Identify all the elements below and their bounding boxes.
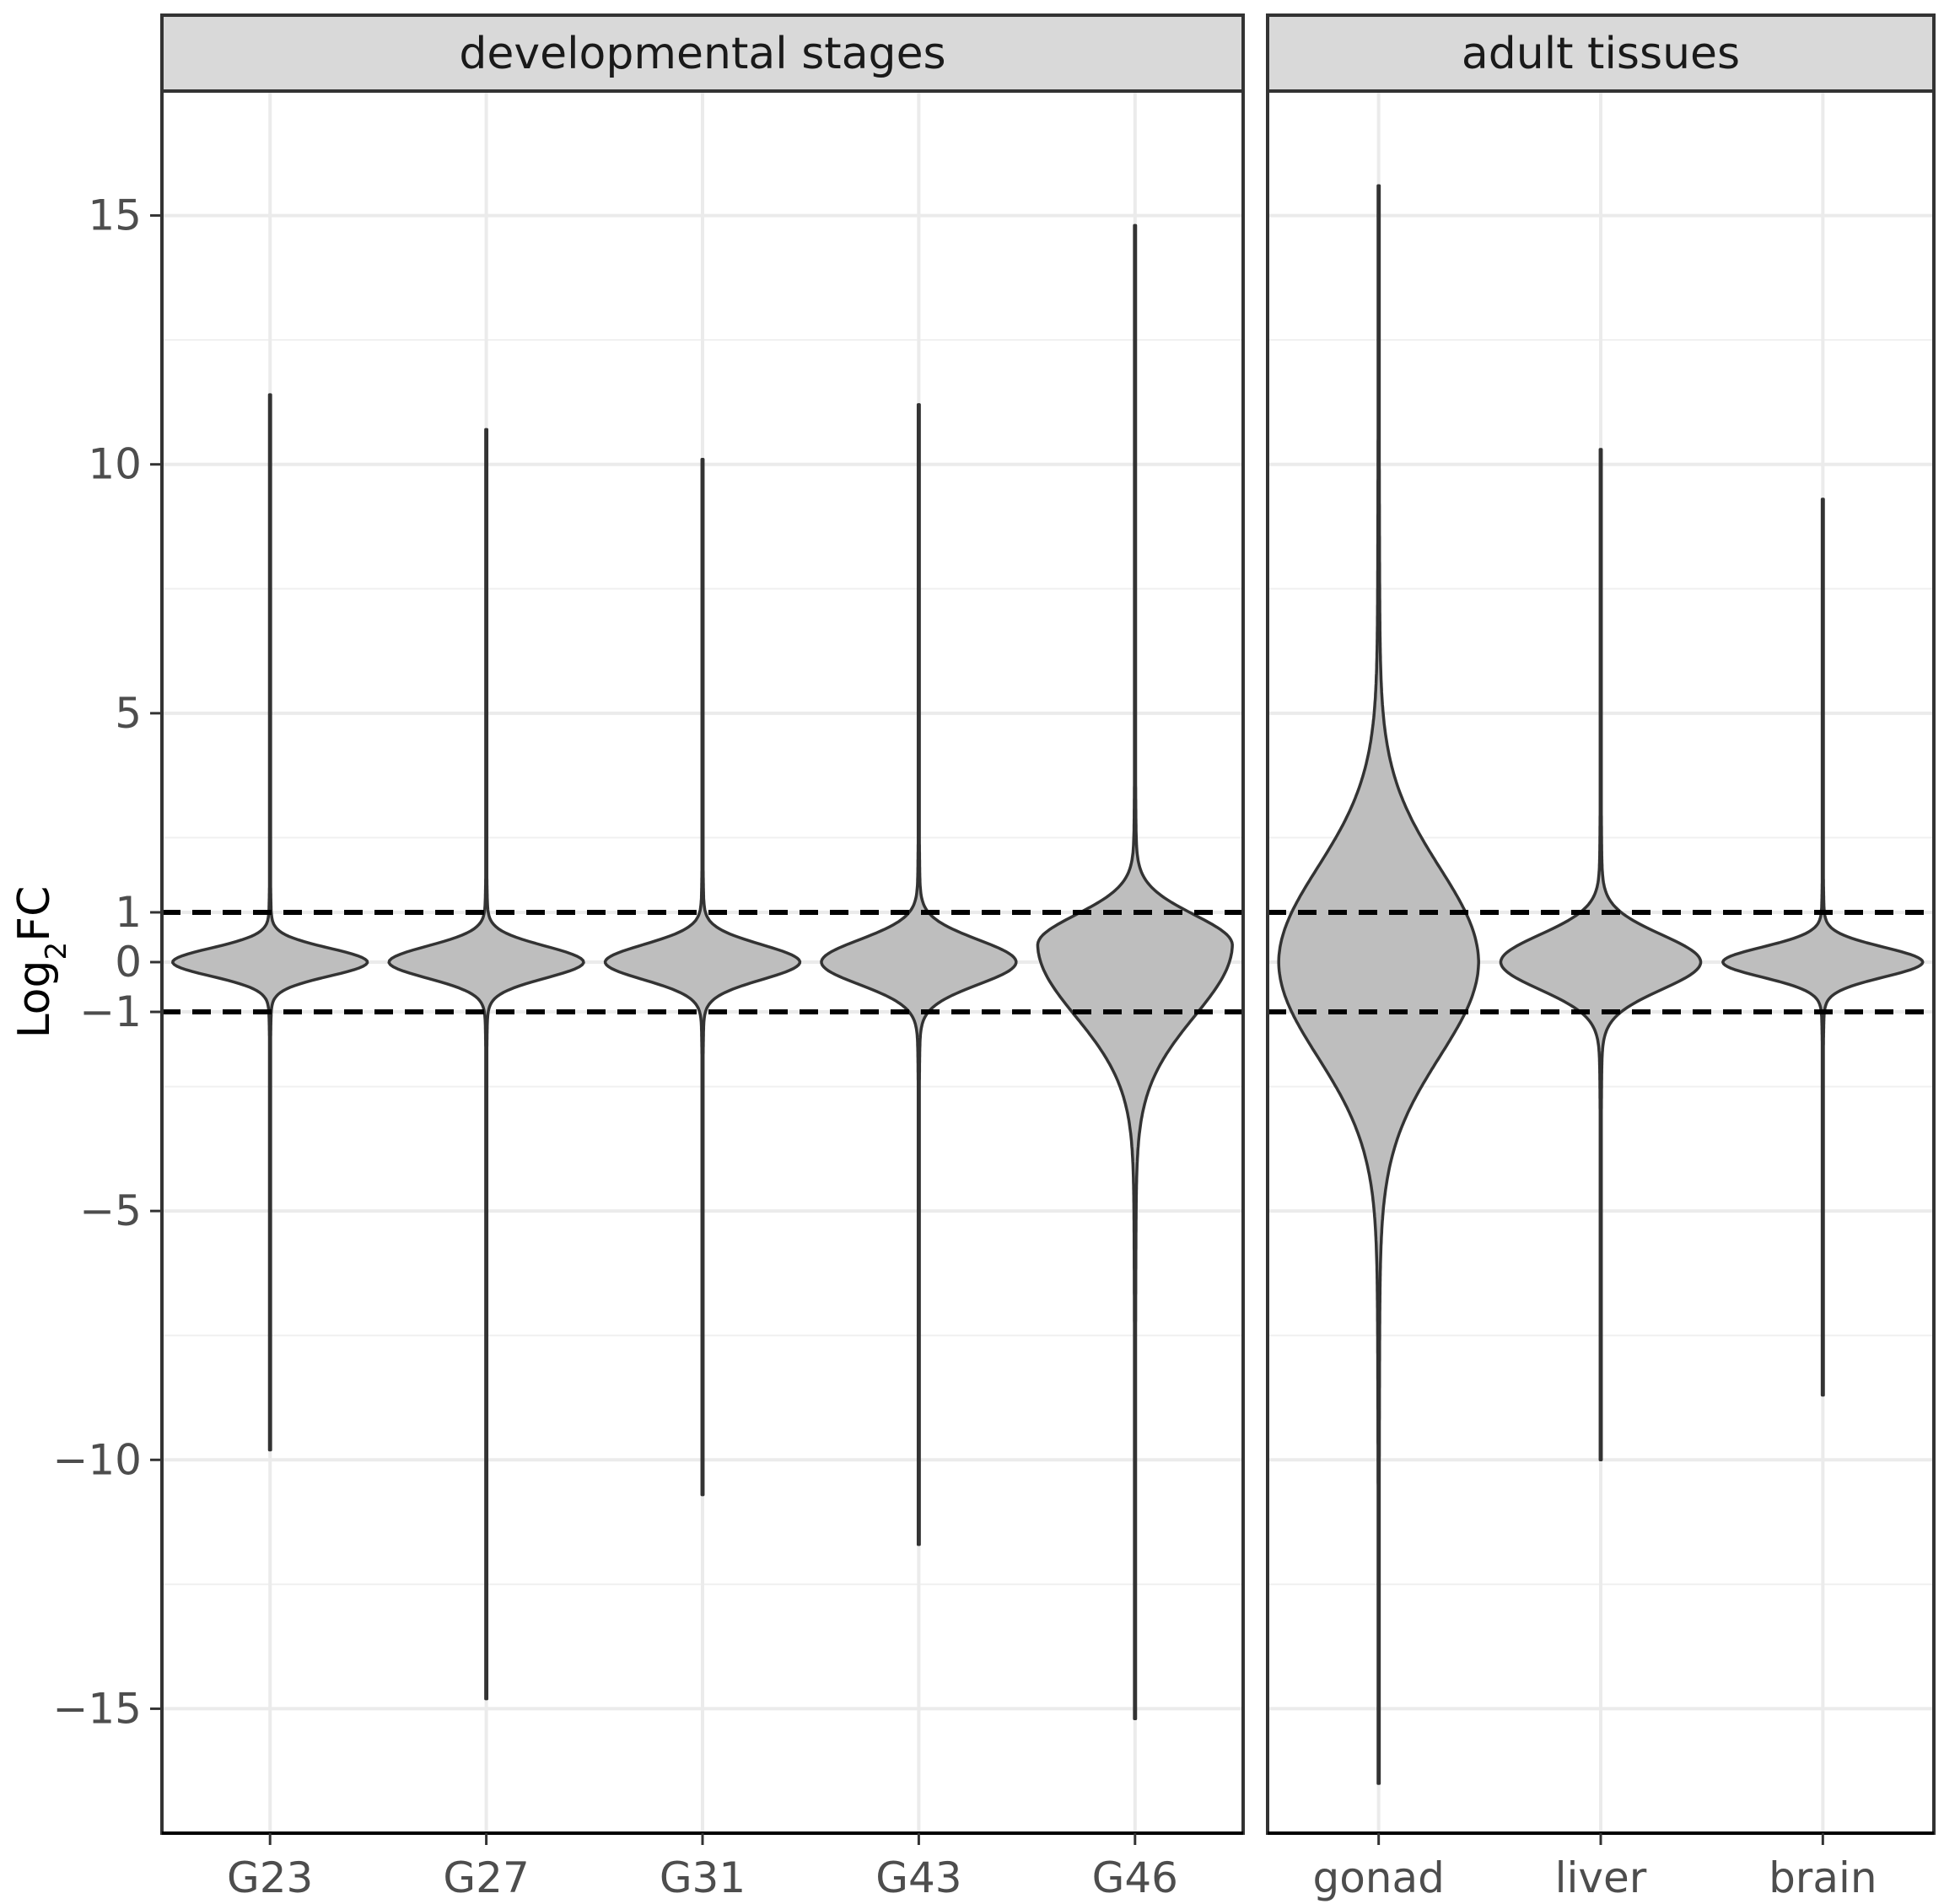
violin-brain bbox=[1721, 498, 1925, 1397]
facet-title: developmental stages bbox=[459, 29, 945, 79]
panel-developmental-stages: developmental stages G23 G27 G31 G43 G46 bbox=[160, 13, 1245, 1902]
x-tick-label: G27 bbox=[443, 1853, 529, 1902]
violin-G43 bbox=[820, 403, 1018, 1546]
violin-G46 bbox=[1036, 223, 1234, 1720]
facet-title: adult tissues bbox=[1462, 29, 1740, 79]
violin-G23 bbox=[171, 393, 369, 1452]
y-tick-label: −10 bbox=[52, 1435, 142, 1484]
x-tick-label: brain bbox=[1769, 1853, 1877, 1902]
x-tick-label: G31 bbox=[660, 1853, 746, 1902]
y-axis-title: Log2FC bbox=[9, 886, 73, 1039]
violin-G27 bbox=[387, 428, 585, 1701]
y-tick-label: 10 bbox=[88, 440, 142, 489]
y-tick-label: 5 bbox=[115, 689, 142, 738]
y-axis-label: Log2FC bbox=[9, 886, 73, 1039]
y-tick-label: −1 bbox=[79, 987, 142, 1036]
violin-gonad bbox=[1277, 184, 1480, 1785]
x-tick-label: G23 bbox=[227, 1853, 313, 1902]
x-tick-label: G43 bbox=[875, 1853, 961, 1902]
facet-strip bbox=[160, 13, 1245, 93]
violin-G31 bbox=[603, 458, 802, 1497]
x-tick-label: gonad bbox=[1312, 1853, 1444, 1902]
y-tick-label: 0 bbox=[115, 938, 142, 987]
x-tick-label: G46 bbox=[1092, 1853, 1178, 1902]
facet-strip bbox=[1266, 13, 1936, 93]
x-tick-label: liver bbox=[1555, 1853, 1647, 1902]
y-tick-label: 15 bbox=[88, 191, 142, 240]
y-tick-label: −15 bbox=[52, 1684, 142, 1733]
y-tick-label: 1 bbox=[115, 888, 142, 937]
y-tick-label: −5 bbox=[79, 1186, 142, 1235]
panel-adult-tissues: adult tissues gonad liver brain bbox=[1266, 13, 1936, 1902]
violin-liver bbox=[1499, 448, 1703, 1462]
